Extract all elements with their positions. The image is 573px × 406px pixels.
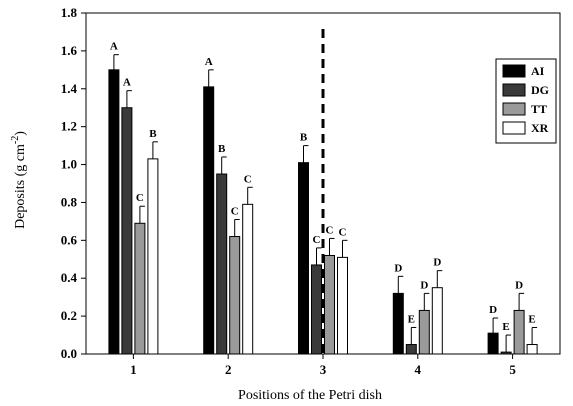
bar [311,264,322,355]
bar [337,256,348,355]
significance-letter: C [244,173,252,185]
significance-letter: C [231,205,239,217]
x-tick-label: 4 [415,362,422,377]
bar [487,332,499,355]
x-ticks: 1 2 3 4 5 [130,354,516,377]
y-tick-label: 0.6 [61,232,78,247]
bar [298,162,309,355]
significance-letter: C [326,224,334,236]
significance-letter: A [110,41,118,53]
y-tick-label: 1.2 [61,119,77,134]
legend-swatch [502,83,526,97]
significance-letter: A [205,56,213,68]
bar [405,344,417,355]
y-tick-label: 0.0 [61,346,77,361]
bar [324,254,335,355]
bar [418,309,430,355]
x-tick-label: 5 [509,362,516,377]
significance-letter: C [313,234,321,246]
significance-letter: D [433,257,441,269]
y-tick-label: 1.4 [61,81,78,96]
bar [147,158,159,355]
y-axis-label: Deposits (g cm-2) [10,131,28,229]
significance-letter: B [218,143,226,155]
y-axis-label-sup: -2 [10,136,21,144]
legend-label: TT [531,102,547,116]
y-tick-label: 1.6 [61,43,78,58]
bar [513,309,525,355]
significance-letter: A [123,77,131,89]
x-tick-label: 3 [320,362,327,377]
significance-letter: B [149,128,157,140]
x-axis-label: Positions of the Petri dish [238,388,382,403]
significance-letter: D [420,279,428,291]
y-ticks: 0.0 0.2 0.4 0.6 0.8 1.0 1.2 1.4 1.6 1.8 [61,5,86,361]
bar [526,344,538,355]
legend-swatch [502,121,526,135]
bar [242,203,254,355]
significance-letter: C [136,192,144,204]
legend-swatch [502,64,526,78]
significance-letter: D [489,304,497,316]
y-axis-label-main: Deposits (g cm [13,144,28,229]
y-tick-label: 0.8 [61,194,78,209]
significance-letter: C [339,226,347,238]
significance-letter: D [394,262,402,274]
y-tick-label: 0.2 [61,308,77,323]
bar [134,222,146,355]
legend-label: XR [531,121,549,135]
y-tick-label: 0.4 [61,270,78,285]
legend-label: DG [531,83,549,97]
bar [431,287,443,355]
significance-letter: E [528,313,535,325]
legend-label: AI [531,64,545,78]
bar [229,236,241,355]
y-tick-label: 1.0 [61,157,77,172]
legend: AI DG TT XR [495,58,557,144]
x-tick-label: 2 [225,362,232,377]
significance-letter: D [515,279,523,291]
bar [203,86,215,355]
legend-swatch [502,102,526,116]
x-tick-label: 1 [130,362,137,377]
significance-letter: B [300,132,308,144]
y-axis-label-close: ) [13,131,28,136]
significance-letter: E [408,313,415,325]
bar [500,351,512,355]
bar [216,173,228,355]
significance-letter: E [502,321,509,333]
bar [108,69,120,355]
y-tick-label: 1.8 [61,5,78,20]
bar [392,292,404,355]
bar [121,107,133,355]
